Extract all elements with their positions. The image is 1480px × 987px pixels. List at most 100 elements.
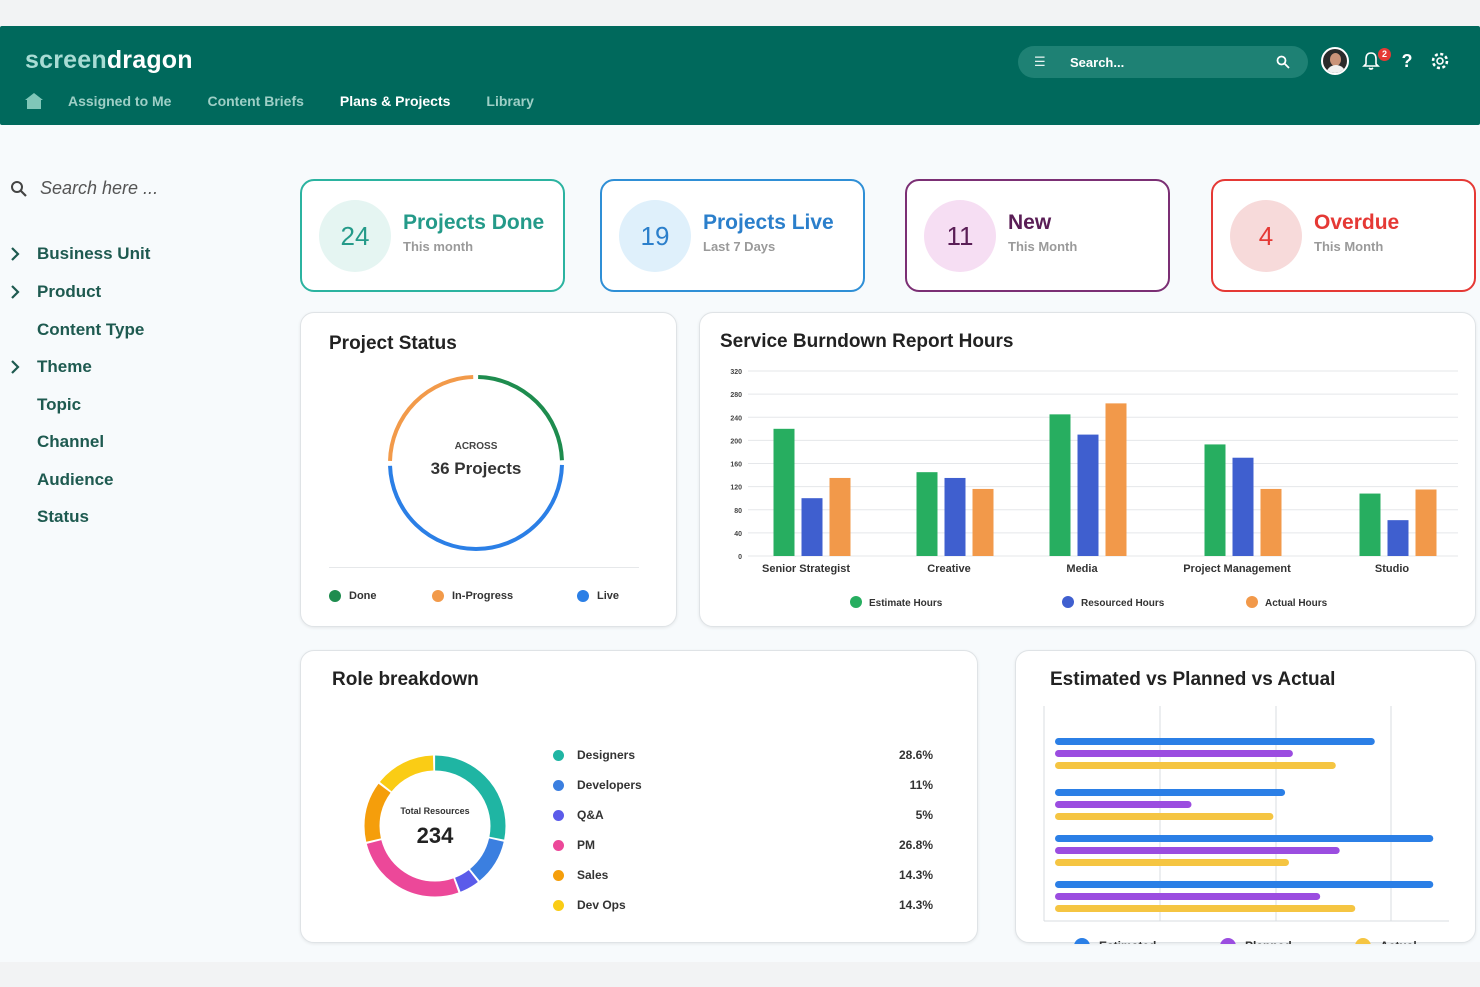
- kpi-subtitle: This Month: [1008, 239, 1078, 254]
- role-center-value: 234: [416, 823, 454, 848]
- kpi-card-projects-done[interactable]: 24 Projects Done This month: [300, 179, 565, 292]
- kpi-title: Projects Done: [403, 211, 545, 234]
- legend-dot: [1074, 938, 1090, 944]
- bar-estimate-hours-media: [1049, 414, 1071, 556]
- bar-resourced-hours-media: [1077, 434, 1099, 556]
- sidebar-item-content-type[interactable]: Content Type: [0, 318, 260, 342]
- sidebar-item-status[interactable]: Status: [0, 505, 260, 529]
- app-frame: screendragon Assigned to Me Content Brie…: [0, 26, 1480, 962]
- bar-actual-group-3: [1055, 859, 1289, 866]
- role-row-dev-ops: Dev Ops 14.3%: [553, 896, 933, 914]
- role-slice-designers: [364, 755, 506, 897]
- nav-plans-projects[interactable]: Plans & Projects: [339, 93, 451, 109]
- search-icon[interactable]: [1276, 55, 1290, 69]
- top-bar: screendragon Assigned to Me Content Brie…: [0, 26, 1480, 125]
- sidebar-item-audience[interactable]: Audience: [0, 468, 260, 492]
- legend-dot: [553, 809, 564, 821]
- app-logo[interactable]: screendragon: [25, 46, 193, 75]
- bar-estimate-hours-project-management: [1204, 444, 1226, 556]
- role-percent: 26.8%: [898, 838, 933, 852]
- y-tick-label: 40: [734, 531, 742, 538]
- legend-label: Resourced Hours: [1081, 598, 1165, 609]
- kpi-value: 4: [1230, 200, 1302, 272]
- user-avatar[interactable]: [1321, 47, 1349, 75]
- role-breakdown-title: Role breakdown: [332, 669, 479, 690]
- donut-center-label: ACROSS: [454, 441, 498, 452]
- bar-resourced-hours-studio: [1387, 520, 1409, 556]
- burndown-chart: 0 40 80 120 160 200 240 280 320 Senior Strategist…: [730, 369, 1458, 609]
- sidebar-search[interactable]: Search here ...: [10, 178, 158, 199]
- bar-resourced-hours-project-management: [1232, 457, 1254, 556]
- nav-library[interactable]: Library: [486, 93, 534, 109]
- legend-item-live: Live: [577, 590, 619, 602]
- role-slice-pm: [364, 755, 506, 897]
- bar-estimate-hours-studio: [1359, 493, 1381, 556]
- sidebar-item-business-unit[interactable]: Business Unit: [0, 242, 260, 266]
- sidebar-item-theme[interactable]: Theme: [0, 355, 260, 379]
- home-icon[interactable]: [24, 92, 44, 110]
- bar-estimate-hours-creative: [916, 472, 938, 556]
- sidebar-item-label: Content Type: [37, 320, 145, 339]
- sidebar-item-product[interactable]: Product: [0, 280, 260, 304]
- kpi-title: Overdue: [1314, 211, 1400, 234]
- search-input[interactable]: Search...: [1070, 54, 1125, 70]
- bar-actual-group-1: [1055, 762, 1336, 769]
- role-percent: 5%: [915, 808, 933, 822]
- legend-label: Actual: [1380, 939, 1417, 944]
- legend-label: Planned: [1245, 939, 1292, 944]
- role-center-label: Total Resources: [400, 806, 470, 816]
- y-tick-label: 240: [730, 415, 742, 422]
- chevron-right-icon[interactable]: [9, 283, 21, 301]
- legend-item-in-progress: In-Progress: [432, 590, 513, 602]
- sidebar-search-input[interactable]: Search here ...: [40, 178, 159, 198]
- legend-dot: [1220, 938, 1236, 944]
- evpa-chart: Estimated Planned Actual: [1043, 706, 1449, 944]
- legend-dot: [553, 899, 564, 911]
- nav-assigned-to-me[interactable]: Assigned to Me: [68, 93, 172, 109]
- kpi-card-projects-live[interactable]: 19 Projects Live Last 7 Days: [600, 179, 865, 292]
- menu-icon[interactable]: ☰: [1034, 54, 1046, 69]
- role-row-pm: PM 26.8%: [553, 836, 933, 854]
- global-search[interactable]: ☰ Search...: [1018, 46, 1308, 78]
- kpi-title: Projects Live: [703, 211, 834, 234]
- role-row-q-a: Q&A 5%: [553, 806, 933, 824]
- bar-actual-hours-media: [1105, 403, 1127, 556]
- role-slice-sales: [364, 755, 506, 897]
- role-percent: 28.6%: [898, 748, 933, 762]
- sidebar-item-label: Theme: [37, 357, 92, 376]
- project-status-title: Project Status: [329, 333, 457, 354]
- help-icon[interactable]: ?: [1401, 51, 1413, 71]
- y-tick-label: 120: [730, 485, 742, 492]
- bar-estimated-group-2: [1055, 789, 1286, 796]
- bar-resourced-hours-creative: [944, 477, 966, 556]
- role-breakdown-card: Role breakdown Total Resources 234 Desig…: [300, 650, 978, 943]
- x-tick-label: Creative: [927, 563, 970, 575]
- y-tick-label: 320: [730, 369, 742, 376]
- legend-dot: [577, 590, 589, 602]
- chevron-right-icon[interactable]: [9, 245, 21, 263]
- chevron-right-icon[interactable]: [9, 358, 21, 376]
- sidebar-item-topic[interactable]: Topic: [0, 393, 260, 417]
- kpi-value: 19: [619, 200, 691, 272]
- kpi-card-new[interactable]: 11 New This Month: [905, 179, 1170, 292]
- bell-icon[interactable]: [1360, 50, 1382, 72]
- y-tick-label: 280: [730, 392, 742, 399]
- legend-dot: [553, 839, 564, 851]
- role-name: Q&A: [577, 808, 604, 822]
- gear-icon[interactable]: [1429, 50, 1451, 72]
- y-tick-label: 160: [730, 462, 742, 469]
- evpa-title: Estimated vs Planned vs Actual: [1050, 669, 1336, 690]
- bar-actual-group-4: [1055, 905, 1356, 912]
- kpi-value: 11: [924, 200, 996, 272]
- legend-label: Actual Hours: [1265, 598, 1328, 609]
- kpi-card-overdue[interactable]: 4 Overdue This Month: [1211, 179, 1476, 292]
- x-tick-label: Senior Strategist: [762, 563, 850, 575]
- legend-label: Live: [597, 590, 620, 602]
- evpa-card: Estimated vs Planned vs Actual Estimated…: [1015, 650, 1476, 944]
- divider: [329, 567, 639, 568]
- sidebar-item-channel[interactable]: Channel: [0, 430, 260, 454]
- logo-light-text: screen: [25, 46, 107, 74]
- nav-content-briefs[interactable]: Content Briefs: [207, 93, 304, 109]
- sidebar-item-label: Status: [37, 507, 89, 526]
- kpi-subtitle: This Month: [1314, 239, 1384, 254]
